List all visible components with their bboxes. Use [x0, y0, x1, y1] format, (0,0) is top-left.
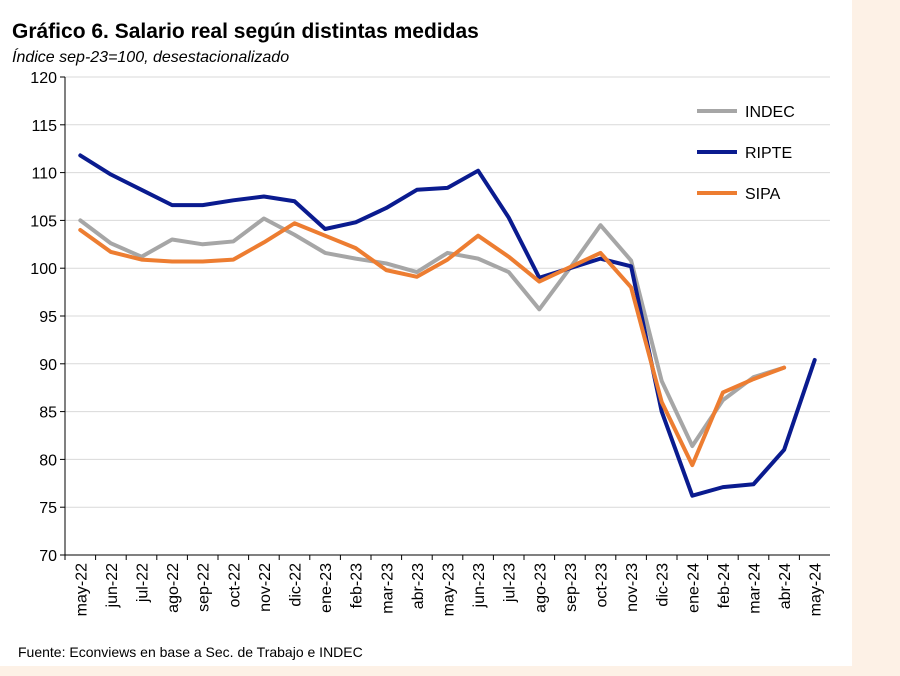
- y-tick-label: 120: [30, 70, 57, 87]
- x-tick-label: nov-22: [257, 563, 274, 612]
- series-line: [78, 216, 787, 449]
- x-tick-label: dic-23: [655, 563, 672, 607]
- y-tick-label: 80: [39, 452, 57, 469]
- y-tick-label: 115: [31, 118, 57, 135]
- legend-label: RIPTE: [745, 145, 792, 162]
- x-tick-label: ene-23: [318, 563, 335, 613]
- x-tick-label: mar-24: [747, 563, 764, 614]
- x-tick-label: jul-22: [135, 563, 152, 603]
- x-tick-label: abr-24: [777, 563, 794, 609]
- legend-label: SIPA: [745, 186, 781, 203]
- y-tick-label: 100: [30, 261, 57, 278]
- y-tick-label: 105: [30, 213, 57, 230]
- y-tick-label: 95: [39, 309, 57, 326]
- x-tick-label: abr-23: [410, 563, 427, 609]
- x-tick-label: sep-23: [563, 563, 580, 612]
- y-tick-label: 85: [39, 405, 57, 422]
- x-tick-label: oct-23: [594, 563, 611, 608]
- x-tick-label: sep-22: [196, 563, 213, 612]
- x-tick-label: jun-22: [104, 563, 121, 609]
- chart-title: Gráfico 6. Salario real según distintas …: [12, 20, 479, 43]
- y-tick-label: 110: [31, 166, 57, 183]
- x-tick-label: ago-23: [532, 563, 549, 613]
- x-tick-label: jul-23: [502, 563, 519, 603]
- x-tick-label: nov-23: [624, 563, 641, 612]
- x-tick-label: may-23: [441, 563, 458, 616]
- y-tick-label: 90: [39, 357, 57, 374]
- chart-subtitle: Índice sep-23=100, desestacionalizado: [12, 47, 289, 66]
- legend-label: INDEC: [745, 104, 795, 121]
- y-tick-label: 75: [39, 500, 57, 517]
- x-tick-label: feb-24: [716, 563, 733, 608]
- series-line: [78, 153, 817, 498]
- y-tick-label: 70: [39, 548, 57, 565]
- x-tick-label: feb-23: [349, 563, 366, 608]
- x-tick-label: mar-23: [379, 563, 396, 614]
- source-note: Fuente: Econviews en base a Sec. de Trab…: [18, 644, 363, 660]
- x-tick-label: may-22: [73, 563, 90, 616]
- x-tick-label: may-24: [808, 563, 825, 616]
- x-tick-label: ene-24: [685, 563, 702, 613]
- series-line: [78, 221, 787, 468]
- x-tick-label: oct-22: [226, 563, 243, 608]
- x-tick-label: jun-23: [471, 563, 488, 609]
- x-tick-label: dic-22: [288, 563, 305, 607]
- x-tick-label: ago-22: [165, 563, 182, 613]
